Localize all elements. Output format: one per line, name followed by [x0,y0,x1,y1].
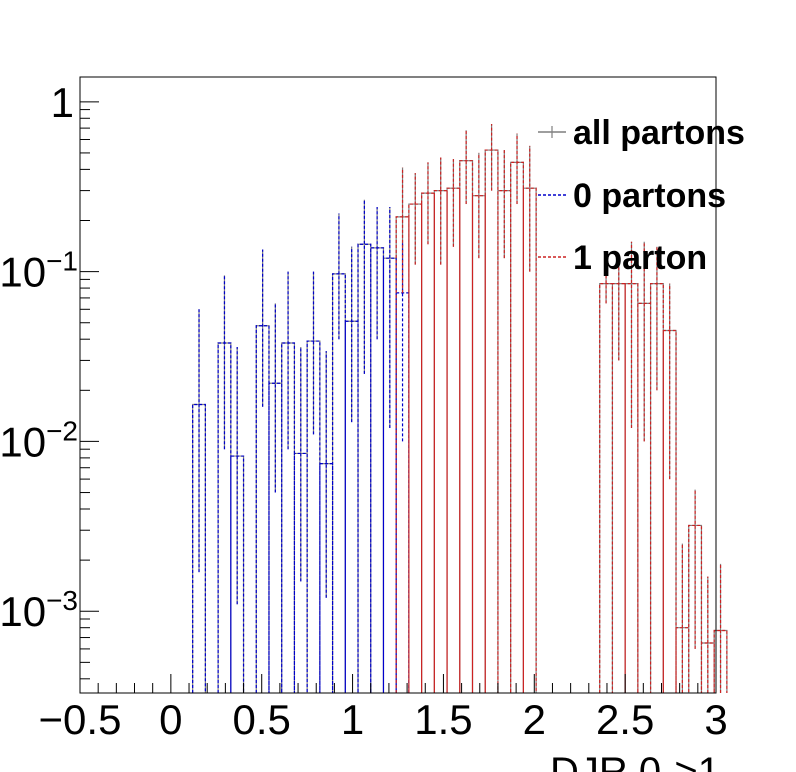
series-2-step-line [395,149,728,693]
y-tick-label: 10−3 [0,585,78,635]
x-tick-label: 1.5 [414,696,472,743]
x-tick-label: 3 [704,696,727,743]
y-tick-exponent: −3 [46,585,78,616]
y-tick-exponent: −1 [46,246,78,277]
x-tick-label: 2.5 [596,696,654,743]
legend-label-2: 1 parton [573,239,707,277]
legend-label-0: all partons [573,114,745,152]
x-tick-label: 1 [341,696,364,743]
y-tick-exponent: −2 [46,415,78,446]
x-tick-label: 0 [159,696,182,743]
series-1-step-line [192,243,410,693]
legend: all partons 0 partons 1 parton [538,114,745,277]
x-axis-title: DJR 0->1 [550,750,720,772]
x-tick-label: −0.5 [39,696,122,743]
y-tick-label: 1 [51,79,74,126]
plot-frame [79,76,717,694]
legend-label-1: 0 partons [573,177,726,215]
ticks-layer [79,101,717,693]
x-tick-label: 2 [523,696,546,743]
x-tick-label: 0.5 [233,696,291,743]
